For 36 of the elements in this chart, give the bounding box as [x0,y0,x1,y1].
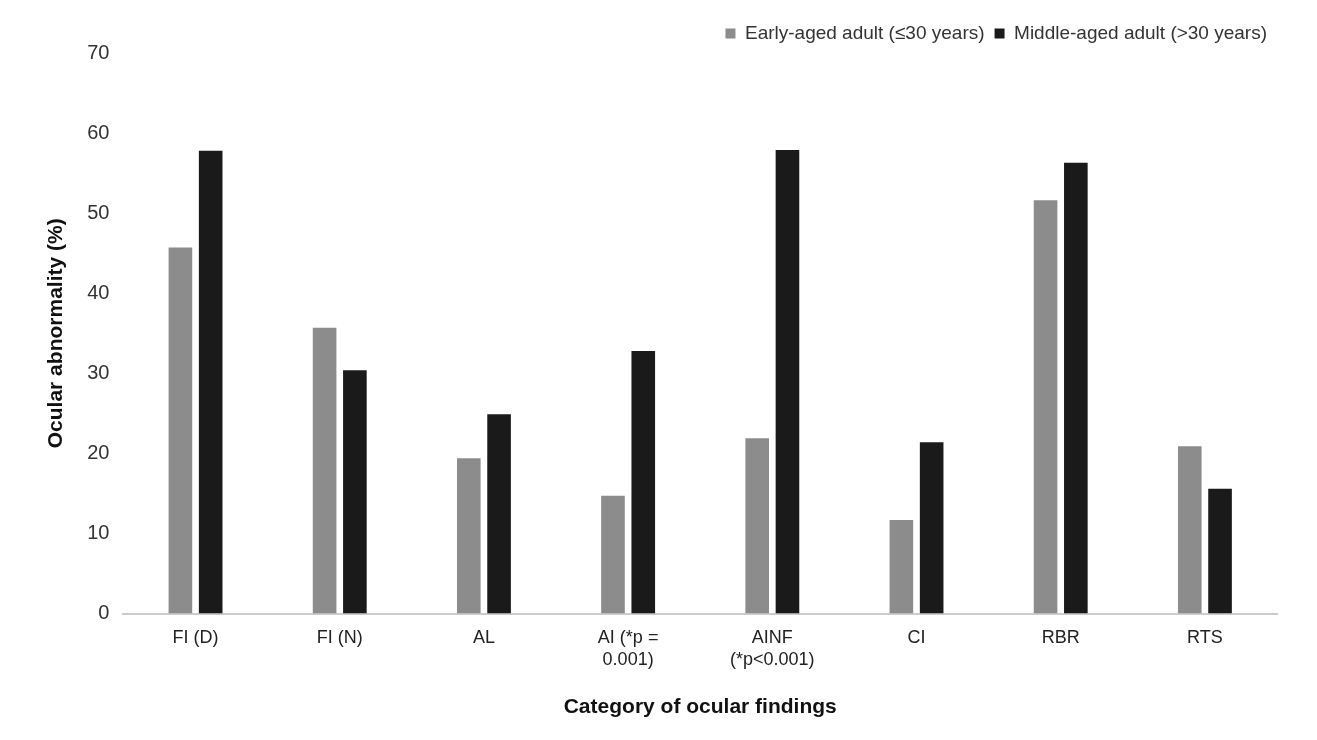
y-tick-label: 50 [87,200,110,223]
bar [487,414,511,614]
y-axis-title: Ocular abnormality (%) [43,218,67,449]
legend-label: Middle-aged adult (>30 years) [1014,21,1268,43]
bar [601,495,625,614]
bar [631,350,656,614]
bar [889,519,914,614]
x-tick-label: RTS [1187,627,1223,648]
x-tick-label: AL [472,627,495,648]
bar [775,149,800,614]
x-tick-label: RBR [1041,627,1080,648]
bar [919,442,944,614]
bar [1177,446,1202,614]
bar [1033,200,1058,614]
bar [343,370,367,614]
y-tick-label: 10 [87,521,110,544]
y-tick-label: 0 [98,601,110,624]
bar [1064,162,1088,614]
x-tick-label: FI (N) [316,627,363,648]
y-tick-label: 20 [87,440,110,463]
legend-label: Early-aged adult (≤30 years) [744,21,985,43]
y-tick-label: 70 [87,40,110,63]
bar [1208,488,1232,614]
y-tick-label: 40 [87,280,110,303]
bar [168,247,193,614]
x-tick-label: FI (D) [172,627,219,648]
x-axis-title: Category of ocular findings [563,694,837,718]
bar [312,327,337,614]
y-tick-label: 60 [87,120,110,143]
x-tick-label: AI (*p = 0.001) [597,627,659,669]
bar [198,150,223,614]
bar [456,458,481,614]
x-tick-label: CI [907,627,926,648]
x-tick-label: AINF (*p<0.001) [730,627,815,669]
bar [745,438,769,614]
y-tick-label: 30 [87,360,110,383]
